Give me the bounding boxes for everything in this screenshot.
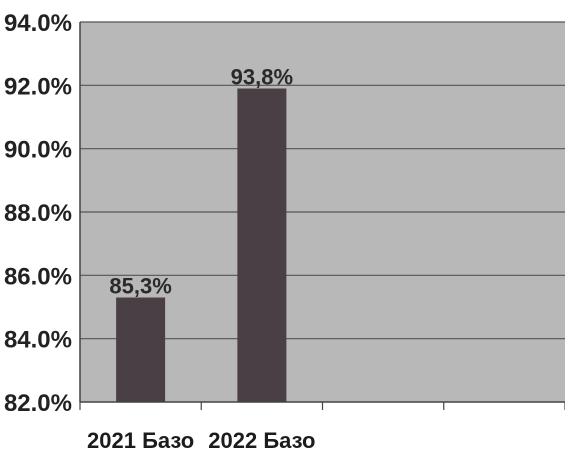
y-tick-label: 90.0%	[4, 137, 72, 164]
bar-data-label: 93,8%	[231, 65, 293, 90]
x-axis-category-labels: 2021 Базо 2022 Базо	[87, 428, 315, 452]
y-tick-label: 88.0%	[4, 200, 72, 227]
y-tick-label: 94.0%	[4, 10, 72, 37]
bar	[237, 88, 287, 402]
y-tick-label: 82.0%	[4, 390, 72, 417]
x-category-label: 2022 Базо	[208, 428, 315, 452]
y-axis-tick-labels: 82.0% 84.0% 86.0% 88.0% 90.0% 92.0% 94.0%	[4, 10, 72, 417]
y-tick-label: 84.0%	[4, 327, 72, 354]
x-category-label: 2021 Базо	[87, 428, 194, 452]
data-labels: 85,3% 93,8%	[109, 65, 293, 299]
bar	[116, 297, 166, 402]
bar-data-label: 85,3%	[109, 274, 171, 299]
axes	[79, 22, 565, 410]
bars	[116, 88, 287, 402]
y-tick-label: 92.0%	[4, 73, 72, 100]
y-tick-label: 86.0%	[4, 263, 72, 290]
